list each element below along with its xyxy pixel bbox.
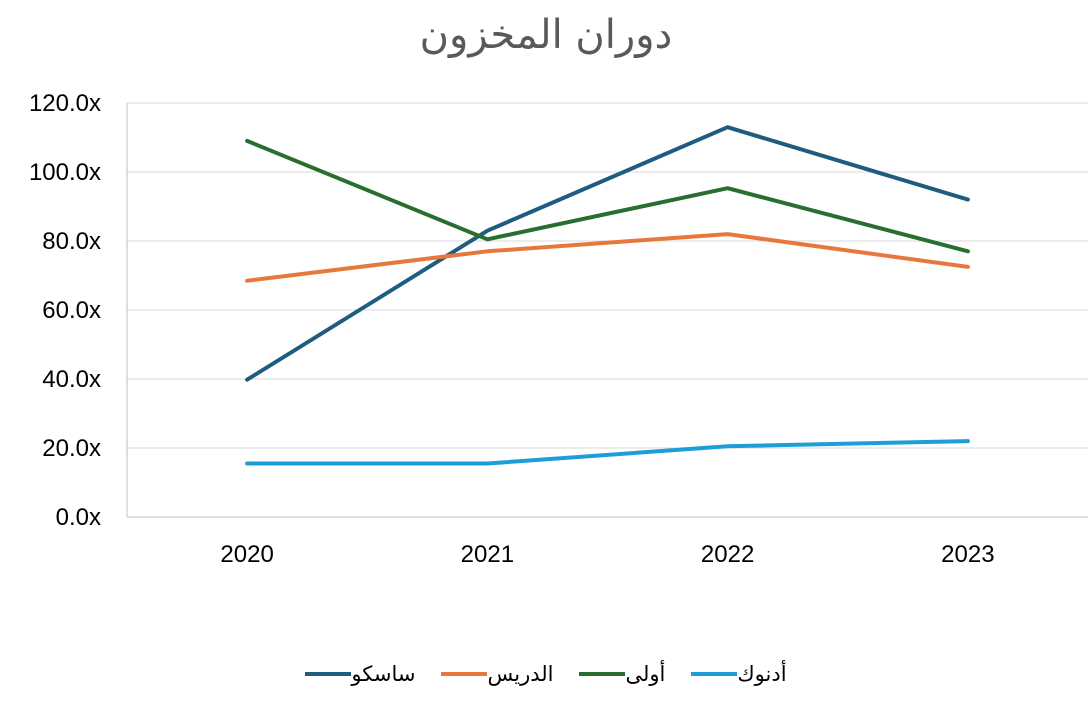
- series-line-4: [245, 439, 970, 466]
- legend-label: أدنوك: [737, 662, 787, 686]
- legend-item: ساسكو: [305, 662, 415, 686]
- legend-label: الدريس: [487, 662, 554, 686]
- x-axis-tick-labels: 2020 2021 2022 2023: [220, 541, 994, 568]
- series-line-3: [245, 138, 970, 254]
- legend-swatch: [441, 672, 488, 676]
- chart-title: دوران المخزون: [419, 12, 673, 58]
- y-axis-tick-labels: 0.0x 20.0x 40.0x 60.0x 80.0x 100.0x 120.0x: [29, 90, 101, 531]
- legend-label: أولى: [625, 662, 666, 686]
- series-line-2: [245, 232, 970, 283]
- series-line-1: [245, 125, 970, 382]
- y-tick-label: 40.0x: [42, 366, 101, 393]
- y-tick-label: 20.0x: [42, 435, 101, 462]
- legend-item: أدنوك: [691, 662, 787, 686]
- x-tick-label: 2021: [461, 541, 514, 568]
- legend-swatch: [691, 672, 738, 676]
- y-tick-label: 120.0x: [29, 90, 101, 117]
- legend-swatch: [305, 672, 352, 676]
- legend-label: ساسكو: [351, 662, 416, 686]
- legend-swatch: [579, 672, 626, 676]
- x-tick-label: 2020: [220, 541, 273, 568]
- legend: ساسكو الدريس أولى أدنوك: [0, 662, 1092, 686]
- legend-item: الدريس: [441, 662, 553, 686]
- legend-item: أولى: [579, 662, 665, 686]
- gridlines: [127, 102, 1088, 449]
- x-tick-label: 2022: [701, 541, 754, 568]
- x-tick-label: 2023: [941, 541, 994, 568]
- y-tick-label: 100.0x: [29, 159, 101, 186]
- axes: [126, 103, 1088, 518]
- y-tick-label: 60.0x: [42, 297, 101, 324]
- y-tick-label: 80.0x: [42, 228, 101, 255]
- y-tick-label: 0.0x: [56, 504, 101, 531]
- series-lines: [245, 125, 970, 466]
- line-chart: 0.0x 20.0x 40.0x 60.0x 80.0x 100.0x 120.0x 202…: [29, 90, 1088, 568]
